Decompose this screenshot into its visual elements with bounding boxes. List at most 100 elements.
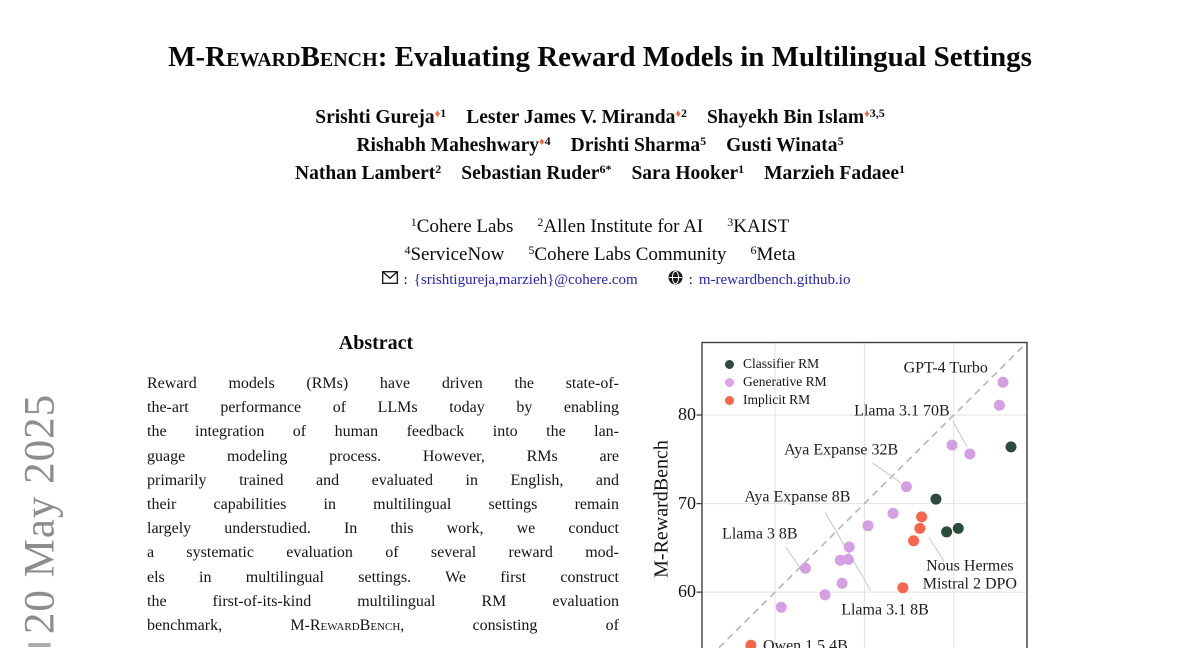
- author-name: Gusti Winata: [726, 135, 838, 156]
- author-superscript: ♦1: [435, 106, 447, 120]
- website-link[interactable]: m-rewardbench.github.io: [698, 271, 851, 288]
- author-affil-number: 1: [738, 162, 745, 176]
- email-link[interactable]: {srishtigureja,marzieh}@cohere.com: [413, 271, 638, 288]
- y-tick-label: 60: [678, 581, 696, 602]
- legend-item: Classifier RM: [725, 355, 827, 373]
- annotation-label: Aya Expanse 32B: [784, 441, 899, 459]
- annotation-label: Qwen 1.5 4B: [762, 637, 848, 648]
- annotation-label: Llama 3 8B: [722, 524, 798, 542]
- arxiv-stamp-fragment: [28, 643, 51, 647]
- author-affil-number: 5: [837, 134, 844, 148]
- legend-label: Implicit RM: [743, 392, 811, 407]
- page-title: M-RewardBench: Evaluating Reward Models …: [0, 41, 1200, 74]
- abstract-line: els in multilingual settings. We first c…: [147, 568, 619, 586]
- affiliation-name: ServiceNow: [410, 244, 505, 265]
- affiliation-block: 1Cohere Labs 2Allen Institute for AI 3KAIS…: [0, 209, 1200, 265]
- annotation-line: Mistral 2 DPO: [922, 575, 1017, 593]
- affiliation: 4ServiceNow: [404, 237, 504, 268]
- author-affil-number: 2: [680, 106, 687, 120]
- affiliation-number: 2: [537, 215, 544, 229]
- contact-row: : {srishtigureja,marzieh}@cohere.com : m…: [0, 270, 1200, 290]
- abstract-heading: Abstract: [338, 332, 414, 354]
- author-block: Srishti Gureja♦1 Lester James V. Miranda♦…: [0, 100, 1200, 184]
- affiliation-number: 1: [410, 215, 417, 229]
- author: Gusti Winata5: [726, 128, 843, 159]
- author: Marzieh Fadaee1: [764, 156, 905, 187]
- author-name: Marzieh Fadaee: [764, 163, 899, 184]
- affiliation-number: 4: [404, 243, 411, 257]
- abstract-line: Reward models (RMs) have driven the stat…: [147, 375, 619, 392]
- author-affil-number: 1: [898, 162, 905, 176]
- author-superscript: 5: [700, 134, 706, 148]
- author-affil-number: 5: [700, 134, 707, 148]
- scatter-point: [941, 526, 953, 538]
- author-line: Rishabh Maheshwary♦4 Drishti Sharma5 Gusti…: [0, 128, 1200, 156]
- legend-marker-dot: [725, 395, 734, 405]
- benchmark-name-smallcaps: M-RewardBench: [290, 617, 401, 635]
- annotation-label: Llama 3.1 8B: [841, 601, 929, 619]
- author-name: Drishti Sharma: [570, 135, 701, 156]
- abstract-body: Reward models (RMs) have driven the stat…: [130, 372, 619, 638]
- annotation-leader-line: [872, 462, 902, 484]
- legend-marker-dot: [725, 377, 734, 387]
- author-affil-number: 2: [435, 162, 442, 176]
- scatter-point: [1005, 441, 1017, 453]
- scatter-chart-canvas: [696, 341, 1028, 648]
- diamond-marker-icon: ♦: [675, 108, 681, 120]
- author-affil-number: 3,5: [869, 106, 885, 120]
- scatter-point: [946, 439, 958, 451]
- author-affil-number: 4: [544, 134, 551, 148]
- abstract-line: the integration of human feedback into t…: [147, 423, 619, 441]
- author: Sara Hooker1: [631, 156, 744, 187]
- abstract-line: the first-of-its-kind multilingual RM ev…: [147, 592, 619, 610]
- author: Drishti Sharma5: [571, 128, 706, 159]
- scatter-point: [908, 535, 920, 547]
- author-name: Lester James V. Miranda: [466, 107, 676, 128]
- title-rest: : Evaluating Reward Models in Multilingu…: [377, 41, 1032, 73]
- scatter-point: [952, 522, 964, 534]
- affiliation-name: KAIST: [733, 216, 790, 237]
- annotation-line: Nous Hermes: [926, 557, 1014, 575]
- legend-item: Generative RM: [725, 373, 827, 391]
- affiliation-number: 6: [750, 243, 757, 257]
- title-smallcaps: M-RewardBench: [168, 41, 378, 73]
- abstract-line: the-art performance of LLMs today by ena…: [147, 399, 619, 417]
- author-name: Rishabh Maheshwary: [356, 135, 540, 156]
- author-superscript: 2: [435, 162, 441, 176]
- abstract-line: largely understudied. In this work, we c…: [147, 520, 619, 538]
- abstract-line: guage modeling process. However, RMs are: [147, 447, 619, 465]
- author-superscript: ♦2: [675, 106, 687, 120]
- abstract-line: a systematic evaluation of several rewar…: [147, 544, 619, 562]
- author-superscript: 1: [899, 162, 905, 176]
- author: Lester James V. Miranda♦2: [466, 100, 687, 131]
- affiliation: 5Cohere Labs Community: [528, 237, 726, 268]
- diamond-marker-icon: ♦: [434, 108, 441, 120]
- scatter-point: [887, 507, 899, 519]
- author-line: Nathan Lambert2 Sebastian Ruder6* Sara Hoo…: [0, 156, 1200, 184]
- y-tick-label: 70: [678, 492, 696, 513]
- annotation-leader-line: [928, 536, 945, 562]
- scatter-point: [897, 582, 909, 594]
- y-tick-label: 80: [678, 404, 696, 425]
- affiliation-number: 5: [528, 243, 535, 257]
- scatter-point: [997, 376, 1009, 388]
- author-name: Nathan Lambert: [295, 163, 436, 184]
- abstract-line: primarily trained and evaluated in Engli…: [147, 471, 619, 489]
- chart-legend: Classifier RM Generative RM Implicit RM: [725, 355, 827, 409]
- annotation-label: Llama 3.1 70B: [854, 401, 950, 419]
- website-globe-icon: [668, 270, 683, 290]
- scatter-point: [836, 577, 848, 589]
- affiliation-name: Allen Institute for AI: [543, 216, 704, 237]
- author: Rishabh Maheshwary♦4: [356, 128, 550, 159]
- annotation-leader-line: [952, 420, 968, 448]
- abstract-line: their capabilities in multilingual setti…: [147, 496, 619, 514]
- arxiv-watermark-date: 20 May 2025: [16, 393, 64, 635]
- affiliation-line: 4ServiceNow 5Cohere Labs Community 6Meta: [0, 237, 1200, 265]
- scatter-point: [842, 553, 854, 565]
- affiliation-name: Meta: [756, 244, 796, 265]
- author-superscript: ♦4: [539, 134, 551, 148]
- scatter-point: [745, 639, 757, 648]
- affiliation-number: 3: [727, 215, 734, 229]
- affiliation-name: Cohere Labs Community: [534, 244, 727, 265]
